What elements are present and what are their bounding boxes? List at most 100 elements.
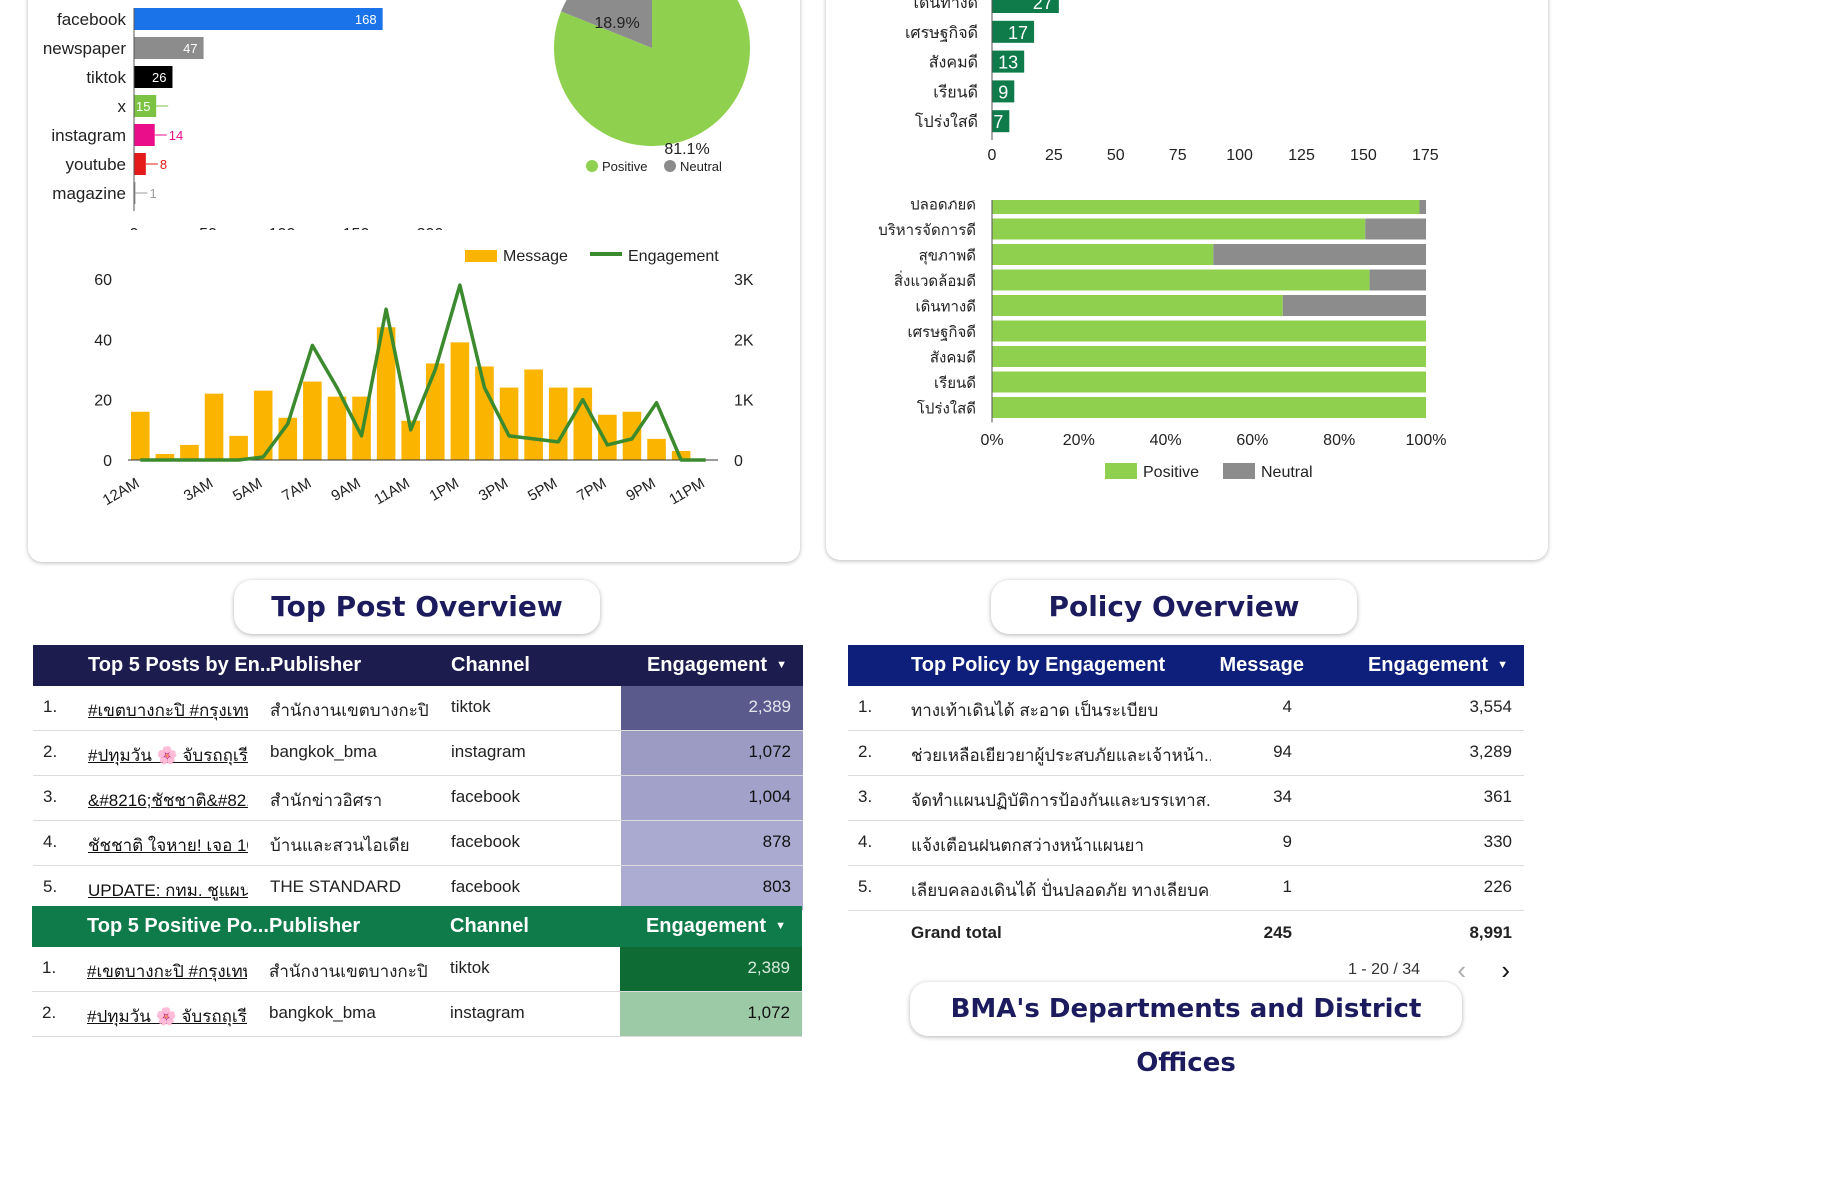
table-row: 1. #เขตบางกะปิ #กรุงเทพม... สำนักงานเขตบาง… xyxy=(33,686,803,731)
next-page-icon[interactable]: › xyxy=(1501,955,1510,985)
policy-count-value: 7 xyxy=(993,112,1003,132)
channel-bar xyxy=(134,66,173,88)
channel-bar xyxy=(134,153,146,175)
social-overview-card: facebook 168 newspaper 47 tiktok 26 x 15 instagr… xyxy=(28,0,800,562)
message-bar xyxy=(499,387,519,460)
x-tick-label: 150 xyxy=(1350,147,1377,164)
post-link[interactable]: #ปทุมวัน 🌸 จับรถถุเรียน... xyxy=(88,746,248,765)
table-header: Top 5 Positive Po... Publisher Channel E… xyxy=(32,906,802,947)
column-header-engagement[interactable]: Engagement xyxy=(646,654,767,676)
engagement-value: 2,389 xyxy=(747,958,790,977)
post-link[interactable]: ชัชชาติ ใจหาย! เจอ 10 ร้า... xyxy=(88,836,248,855)
column-header-policy[interactable]: Top Policy by Engagement xyxy=(911,654,1166,676)
column-header-post[interactable]: Top 5 Positive Po... xyxy=(87,915,269,937)
message-bar xyxy=(131,411,150,460)
table-row: 2. #ปทุมวัน 🌸 จับรถถุเรียน... bangkok_bma i… xyxy=(33,731,803,776)
y-tick-label-right: 0 xyxy=(734,453,743,470)
message-bar xyxy=(475,366,494,460)
y-tick-label-right: 3K xyxy=(734,272,754,289)
column-header-publisher[interactable]: Publisher xyxy=(269,915,361,937)
policy-category-label: เรียนดี xyxy=(934,375,976,392)
column-header-message[interactable]: Message xyxy=(1219,654,1305,676)
table-row: 4. ชัชชาติ ใจหาย! เจอ 10 ร้า... บ้านและสวน… xyxy=(33,821,803,866)
pie-value-label: 81.1% xyxy=(664,141,709,158)
policy-category-label: เดินทางดี xyxy=(913,0,978,12)
policy-category-label: ปลอดภัยดี xyxy=(910,200,976,214)
rank-cell: 1. xyxy=(43,697,58,716)
rank-cell: 5. xyxy=(43,877,58,896)
message-bar xyxy=(598,414,617,460)
y-tick-label-right: 2K xyxy=(734,332,754,349)
channel-category-label: magazine xyxy=(52,184,126,203)
policy-cell: เลียบคลองเดินได้ ปั่นปลอดภัย ทางเลียบค..… xyxy=(911,881,1211,900)
table-row: 3. &#8216;ชัชชาติ&#821... สำนักข่าวอิศรา fa… xyxy=(33,776,803,821)
policy-category-label: สังคมดี xyxy=(930,350,976,367)
channel-category-label: x xyxy=(118,97,127,116)
x-tick-label: 100 xyxy=(269,226,296,230)
policy-count-value: 27 xyxy=(1033,0,1053,13)
table-header: Top 5 Posts by En... Publisher Channel E… xyxy=(33,645,803,686)
legend-label: Positive xyxy=(602,159,648,174)
post-link[interactable]: #เขตบางกะปิ #กรุงเทพม... xyxy=(88,701,248,720)
stacked-segment xyxy=(1365,218,1426,240)
message-bar xyxy=(524,369,543,460)
channel-value-label: 8 xyxy=(160,157,167,172)
rank-cell: 5. xyxy=(858,877,873,896)
message-bar xyxy=(327,396,347,460)
message-cell: 94 xyxy=(1273,742,1292,761)
y-tick-label-left: 40 xyxy=(94,332,112,349)
sentiment-pie-chart: 81.1% 18.9% Positive Neutral xyxy=(554,0,750,174)
legend-label-engagement: Engagement xyxy=(628,250,719,265)
stacked-segment xyxy=(992,218,1366,240)
engagement-cell xyxy=(621,686,803,730)
policy-overview-title: Policy Overview xyxy=(991,580,1357,634)
column-header-engagement[interactable]: Engagement xyxy=(1367,654,1488,676)
policy-chart-card: เดินทางดี 27 เศรษฐกิจดี 17 สังคมดี 13 เรียนดี 9… xyxy=(826,0,1548,560)
policy-count-value: 17 xyxy=(1008,23,1028,43)
channel-cell: instagram xyxy=(450,1003,525,1022)
column-header-post[interactable]: Top 5 Posts by En... xyxy=(88,654,277,676)
policy-count-bar xyxy=(992,50,1025,73)
policy-count-bar xyxy=(992,0,1059,13)
column-header-engagement[interactable]: Engagement xyxy=(645,915,766,937)
column-header-channel[interactable]: Channel xyxy=(451,654,530,676)
sort-desc-icon[interactable]: ▼ xyxy=(776,659,787,671)
post-link[interactable]: &#8216;ชัชชาติ&#821... xyxy=(88,791,248,810)
x-tick-label: 0% xyxy=(980,432,1003,449)
column-header-publisher[interactable]: Publisher xyxy=(270,654,362,676)
column-header-channel[interactable]: Channel xyxy=(450,915,529,937)
y-tick-label-left: 20 xyxy=(94,393,112,410)
sort-desc-icon[interactable]: ▼ xyxy=(1497,659,1508,671)
engagement-cell xyxy=(621,821,803,865)
top-post-overview-title: Top Post Overview xyxy=(234,580,600,634)
message-bar xyxy=(303,381,322,460)
post-link[interactable]: #ปทุมวัน 🌸 จับรถถุเรียน... xyxy=(87,1007,247,1026)
policy-cell: ทางเท้าเดินได้ สะอาด เป็นระเบียบ xyxy=(911,701,1159,720)
previous-page-icon[interactable]: ‹ xyxy=(1457,955,1466,985)
engagement-cell xyxy=(620,947,802,991)
post-link[interactable]: #เขตบางกะปิ #กรุงเทพม... xyxy=(87,962,247,981)
policy-category-label: สุขภาพดี xyxy=(919,248,976,266)
policy-cell: ช่วยเหลือเยียวยาผู้ประสบภัยและเจ้าหน้า..… xyxy=(911,746,1211,765)
rank-cell: 3. xyxy=(858,787,873,806)
hourly-combo-chart: Message Engagement 0 20 40 60 0 1K 2K 3K 12AM 3AM 5A… xyxy=(94,250,754,509)
post-link[interactable]: UPDATE: กทม. ชูแผนล... xyxy=(88,881,248,900)
channel-cell: facebook xyxy=(451,787,520,806)
publisher-cell: สำนักงานเขตบางกะปิ xyxy=(269,962,428,981)
publisher-cell: สำนักข่าวอิศรา xyxy=(270,791,383,810)
grand-total-label: Grand total xyxy=(911,923,1002,942)
sort-desc-icon[interactable]: ▼ xyxy=(775,920,786,932)
channel-bar xyxy=(134,95,157,117)
channel-bar xyxy=(134,37,204,59)
stacked-segment xyxy=(1213,244,1426,265)
rank-cell: 2. xyxy=(42,1003,57,1022)
channel-category-label: instagram xyxy=(51,126,126,145)
legend-label-message: Message xyxy=(503,250,568,265)
policy-sentiment-stacked-chart: ปลอดภัยดีบริหารจัดการดีสุขภาพดีสิ่งแวดล้… xyxy=(878,200,1446,481)
legend-swatch-message xyxy=(465,250,497,262)
publisher-cell: สำนักงานเขตบางกะปิ xyxy=(270,701,429,720)
stacked-segment xyxy=(992,295,1283,316)
message-bar xyxy=(548,387,568,460)
channel-bar xyxy=(134,8,383,30)
channel-bar xyxy=(134,124,155,146)
